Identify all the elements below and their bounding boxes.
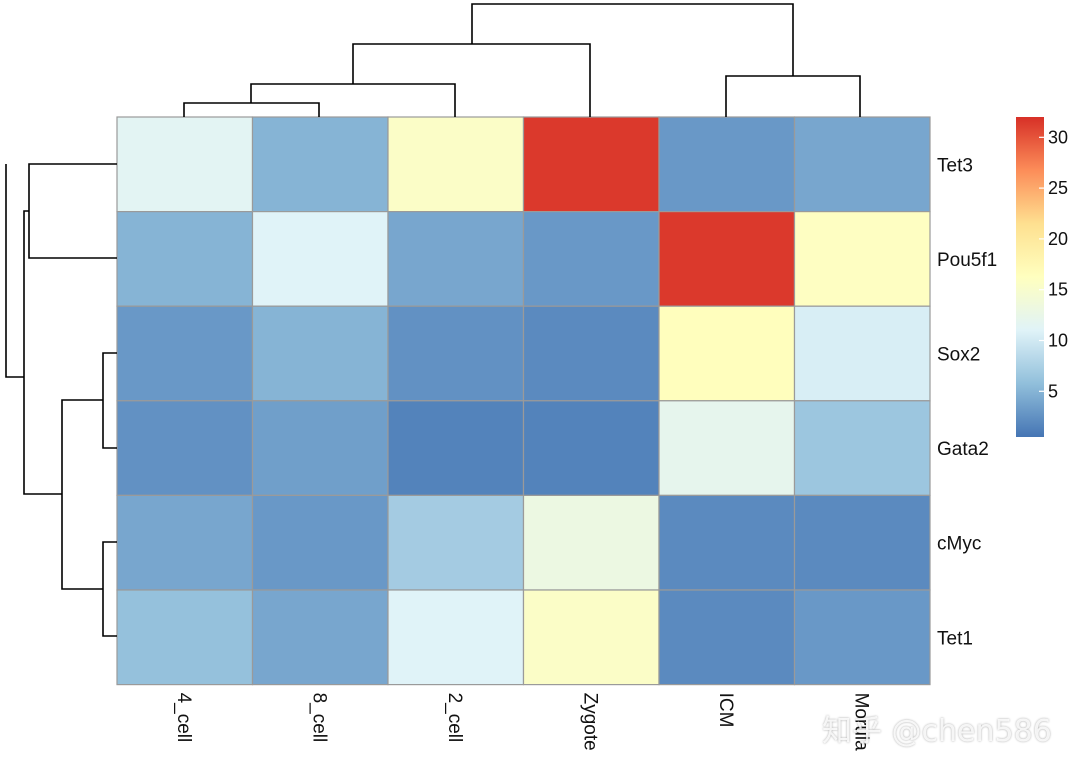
heatmap-cell [251,211,389,307]
legend-tick-label: 25 [1048,178,1068,198]
heatmap-cell [387,211,525,307]
legend-tick-label: 15 [1048,280,1068,300]
legend-tick-label: 20 [1048,229,1068,249]
heatmap-cells [116,116,931,686]
heatmap-cell [116,211,254,307]
heatmap-cell [116,116,254,213]
heatmap-cell [522,305,660,402]
row-label: Gata2 [937,439,989,460]
heatmap-cell [116,494,254,591]
dendrogram-branch [352,43,591,117]
heatmap-cell [387,494,525,591]
heatmap-cell [793,211,931,307]
heatmap-cell [522,116,660,213]
heatmap-cell [658,400,796,496]
heatmap-cell [251,305,389,402]
dendrogram-branch [250,83,456,117]
heatmap-cell [387,305,525,402]
heatmap-cell [251,400,389,496]
legend-colorbar [1016,117,1044,437]
row-label: Tet3 [937,155,973,176]
column-label: 4_cell [173,693,194,743]
heatmap-cell [658,494,796,591]
heatmap-cell [251,589,389,686]
column-label: Zygote [579,693,600,751]
heatmap-cell [793,589,931,686]
row-label: Tet1 [937,628,973,649]
column-labels: 4_cell 8_cell 2_cell Zygote ICM Morula [173,693,872,752]
heatmap-cell [116,305,254,402]
column-label: 8_cell [308,693,329,743]
heatmap-cell [387,400,525,496]
dendrogram-branch [183,102,320,117]
dendrogram-branch [725,75,861,117]
dendrogram-branch [102,541,117,637]
heatmap-cell [251,116,389,213]
watermark: 知乎 @chen586 [822,714,1052,749]
heatmap-cell [658,116,796,213]
dendrogram-branch [5,164,24,378]
heatmap-cell [793,400,931,496]
row-label: Sox2 [937,345,980,366]
heatmap-cell [387,589,525,686]
heatmap-cell [116,400,254,496]
row-label: Pou5f1 [937,250,997,271]
column-label: Morula [850,693,871,752]
heatmap-cell [658,589,796,686]
heatmap-cell [793,494,931,591]
column-label: ICM [715,693,736,728]
row-dendrogram [5,163,117,637]
legend-tick-label: 30 [1048,127,1068,147]
heatmap-cell [116,589,254,686]
row-labels: Tet3 Pou5f1 Sox2 Gata2 cMyc Tet1 [937,155,997,649]
heatmap-cell [522,211,660,307]
column-dendrogram [183,3,861,117]
heatmap-cell [793,305,931,402]
heatmap-cell [387,116,525,213]
heatmap-cell [522,494,660,591]
column-label: 2_cell [444,693,465,743]
dendrogram-branch [28,163,117,259]
heatmap-cell [522,589,660,686]
legend-tick-label: 5 [1048,381,1058,401]
heatmap-cell [522,400,660,496]
dendrogram-branch [23,210,62,495]
heatmap-cell [658,211,796,307]
dendrogram-branch [471,3,794,76]
row-label: cMyc [937,534,981,555]
heatmap-cell [793,116,931,213]
dendrogram-branch [61,399,103,590]
heatmap-cell [251,494,389,591]
heatmap-cell [658,305,796,402]
dendrogram-branch [102,352,117,449]
color-legend: 5 10 15 20 25 30 [1016,117,1068,437]
legend-tick-label: 10 [1048,330,1068,350]
